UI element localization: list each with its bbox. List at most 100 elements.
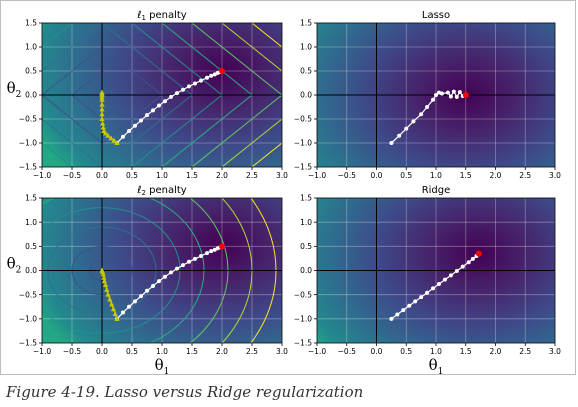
x-tick-label: 3.0 — [549, 347, 561, 356]
y-tick-label: −0.5 — [19, 290, 37, 299]
series-point — [99, 267, 105, 273]
series-point — [413, 299, 418, 304]
x-tick-label: 1.0 — [156, 171, 168, 180]
y-tick-label: 0.0 — [25, 266, 37, 275]
series-point — [99, 89, 105, 95]
series-point — [163, 274, 167, 279]
series-point — [457, 90, 462, 95]
panel-title: Lasso — [422, 10, 450, 21]
series-point — [157, 279, 161, 284]
series-point — [101, 128, 107, 133]
panel-title: ℓ1 penalty — [137, 10, 186, 22]
panel-bottom-right: −1.0 −0.5 0.0 0.5 1.0 1.5 2.0 2.5 3.0−1.5−1.0−0.… — [294, 185, 561, 377]
series-point — [121, 134, 125, 139]
plot-area — [317, 23, 555, 167]
series-point — [151, 283, 155, 288]
x-tick-label: 1.0 — [156, 347, 168, 356]
series-point — [205, 251, 209, 256]
series-point — [193, 81, 197, 86]
series-point — [181, 263, 185, 268]
penalty-contour — [42, 46, 163, 144]
y-tick-label: −0.5 — [19, 115, 37, 124]
y-tick-label: −1.0 — [19, 139, 37, 148]
series-point — [133, 299, 137, 304]
y-tick-label: −1.0 — [19, 314, 37, 323]
y-tick-label: 1.0 — [25, 43, 37, 52]
y-tick-label: 1.5 — [25, 194, 37, 203]
optimum-marker — [475, 250, 482, 257]
series-point — [407, 303, 412, 308]
x-tick-label: 2.5 — [519, 347, 531, 356]
y-tick-label: 0.5 — [25, 242, 37, 251]
x-tick-label: 1.5 — [460, 347, 472, 356]
y-tick-label: 0.5 — [25, 67, 37, 76]
series-point — [127, 304, 131, 309]
x-tick-label: 1.5 — [186, 347, 198, 356]
series-point — [163, 99, 167, 104]
x-tick-label: −1.0 — [308, 171, 326, 180]
series-point — [448, 273, 453, 278]
series-point — [145, 113, 149, 118]
series-point — [139, 294, 143, 299]
x-tick-label: −0.5 — [63, 347, 81, 356]
series-point — [99, 111, 105, 117]
y-tick-label: 1.0 — [300, 43, 312, 52]
series-point — [169, 94, 173, 99]
series-point — [431, 286, 436, 291]
series-point — [114, 315, 120, 321]
series-point — [110, 306, 116, 312]
x-tick-label: 0.0 — [96, 347, 108, 356]
plot-area — [317, 198, 555, 343]
series-point — [442, 277, 447, 282]
series-point — [193, 256, 197, 261]
x-tick-label: 3.0 — [549, 171, 561, 180]
panel-top-right: −1.0 −0.5 0.0 0.5 1.0 1.5 2.0 2.5 3.0−1.5−1.0−0.… — [294, 10, 561, 180]
series-point — [121, 310, 125, 315]
series-point — [133, 123, 137, 128]
optimum-marker — [219, 243, 225, 250]
x-tick-label: 0.5 — [126, 171, 138, 180]
x-tick-label: 2.0 — [490, 347, 502, 356]
x-tick-label: 0.0 — [371, 347, 383, 356]
series-point — [209, 249, 214, 254]
series-point — [100, 124, 106, 130]
series-point — [470, 256, 475, 261]
y-tick-label: 0.5 — [300, 242, 312, 251]
series-point — [199, 254, 203, 258]
y-tick-label: 1.0 — [25, 218, 37, 227]
panel-title: ℓ2 penalty — [137, 185, 186, 197]
series-point — [103, 282, 109, 287]
series-point — [419, 295, 424, 300]
series-point — [105, 291, 111, 297]
series-point — [212, 247, 217, 252]
series-point — [439, 91, 444, 96]
series-point — [209, 73, 214, 78]
series-point — [111, 137, 117, 143]
optimum-marker — [219, 68, 225, 74]
series-point — [175, 266, 179, 271]
panel-title: Ridge — [422, 185, 451, 196]
x-tick-label: −0.5 — [338, 347, 356, 356]
y-tick-label: 1.5 — [25, 19, 37, 28]
series-point — [151, 108, 155, 113]
penalty-contour — [42, 23, 193, 167]
x-tick-label: 2.0 — [216, 347, 228, 356]
series-point — [466, 260, 471, 265]
x-tick-label: 3.0 — [276, 347, 288, 356]
series-point — [454, 94, 459, 99]
y-tick-label: −1.5 — [19, 163, 37, 172]
series-point — [139, 118, 143, 123]
x-tick-label: 2.5 — [246, 171, 258, 180]
series-point — [404, 126, 409, 131]
x-tick-label: 1.0 — [430, 171, 442, 180]
y-tick-label: 0.0 — [300, 91, 312, 100]
y-axis-label: θ2 — [7, 79, 22, 100]
y-tick-label: 1.5 — [300, 19, 312, 28]
y-tick-label: −0.5 — [294, 115, 312, 124]
x-tick-label: 1.0 — [430, 347, 442, 356]
series-point — [431, 97, 436, 102]
series-point — [397, 133, 402, 138]
penalty-contour — [42, 23, 223, 167]
x-tick-label: −1.0 — [308, 347, 326, 356]
